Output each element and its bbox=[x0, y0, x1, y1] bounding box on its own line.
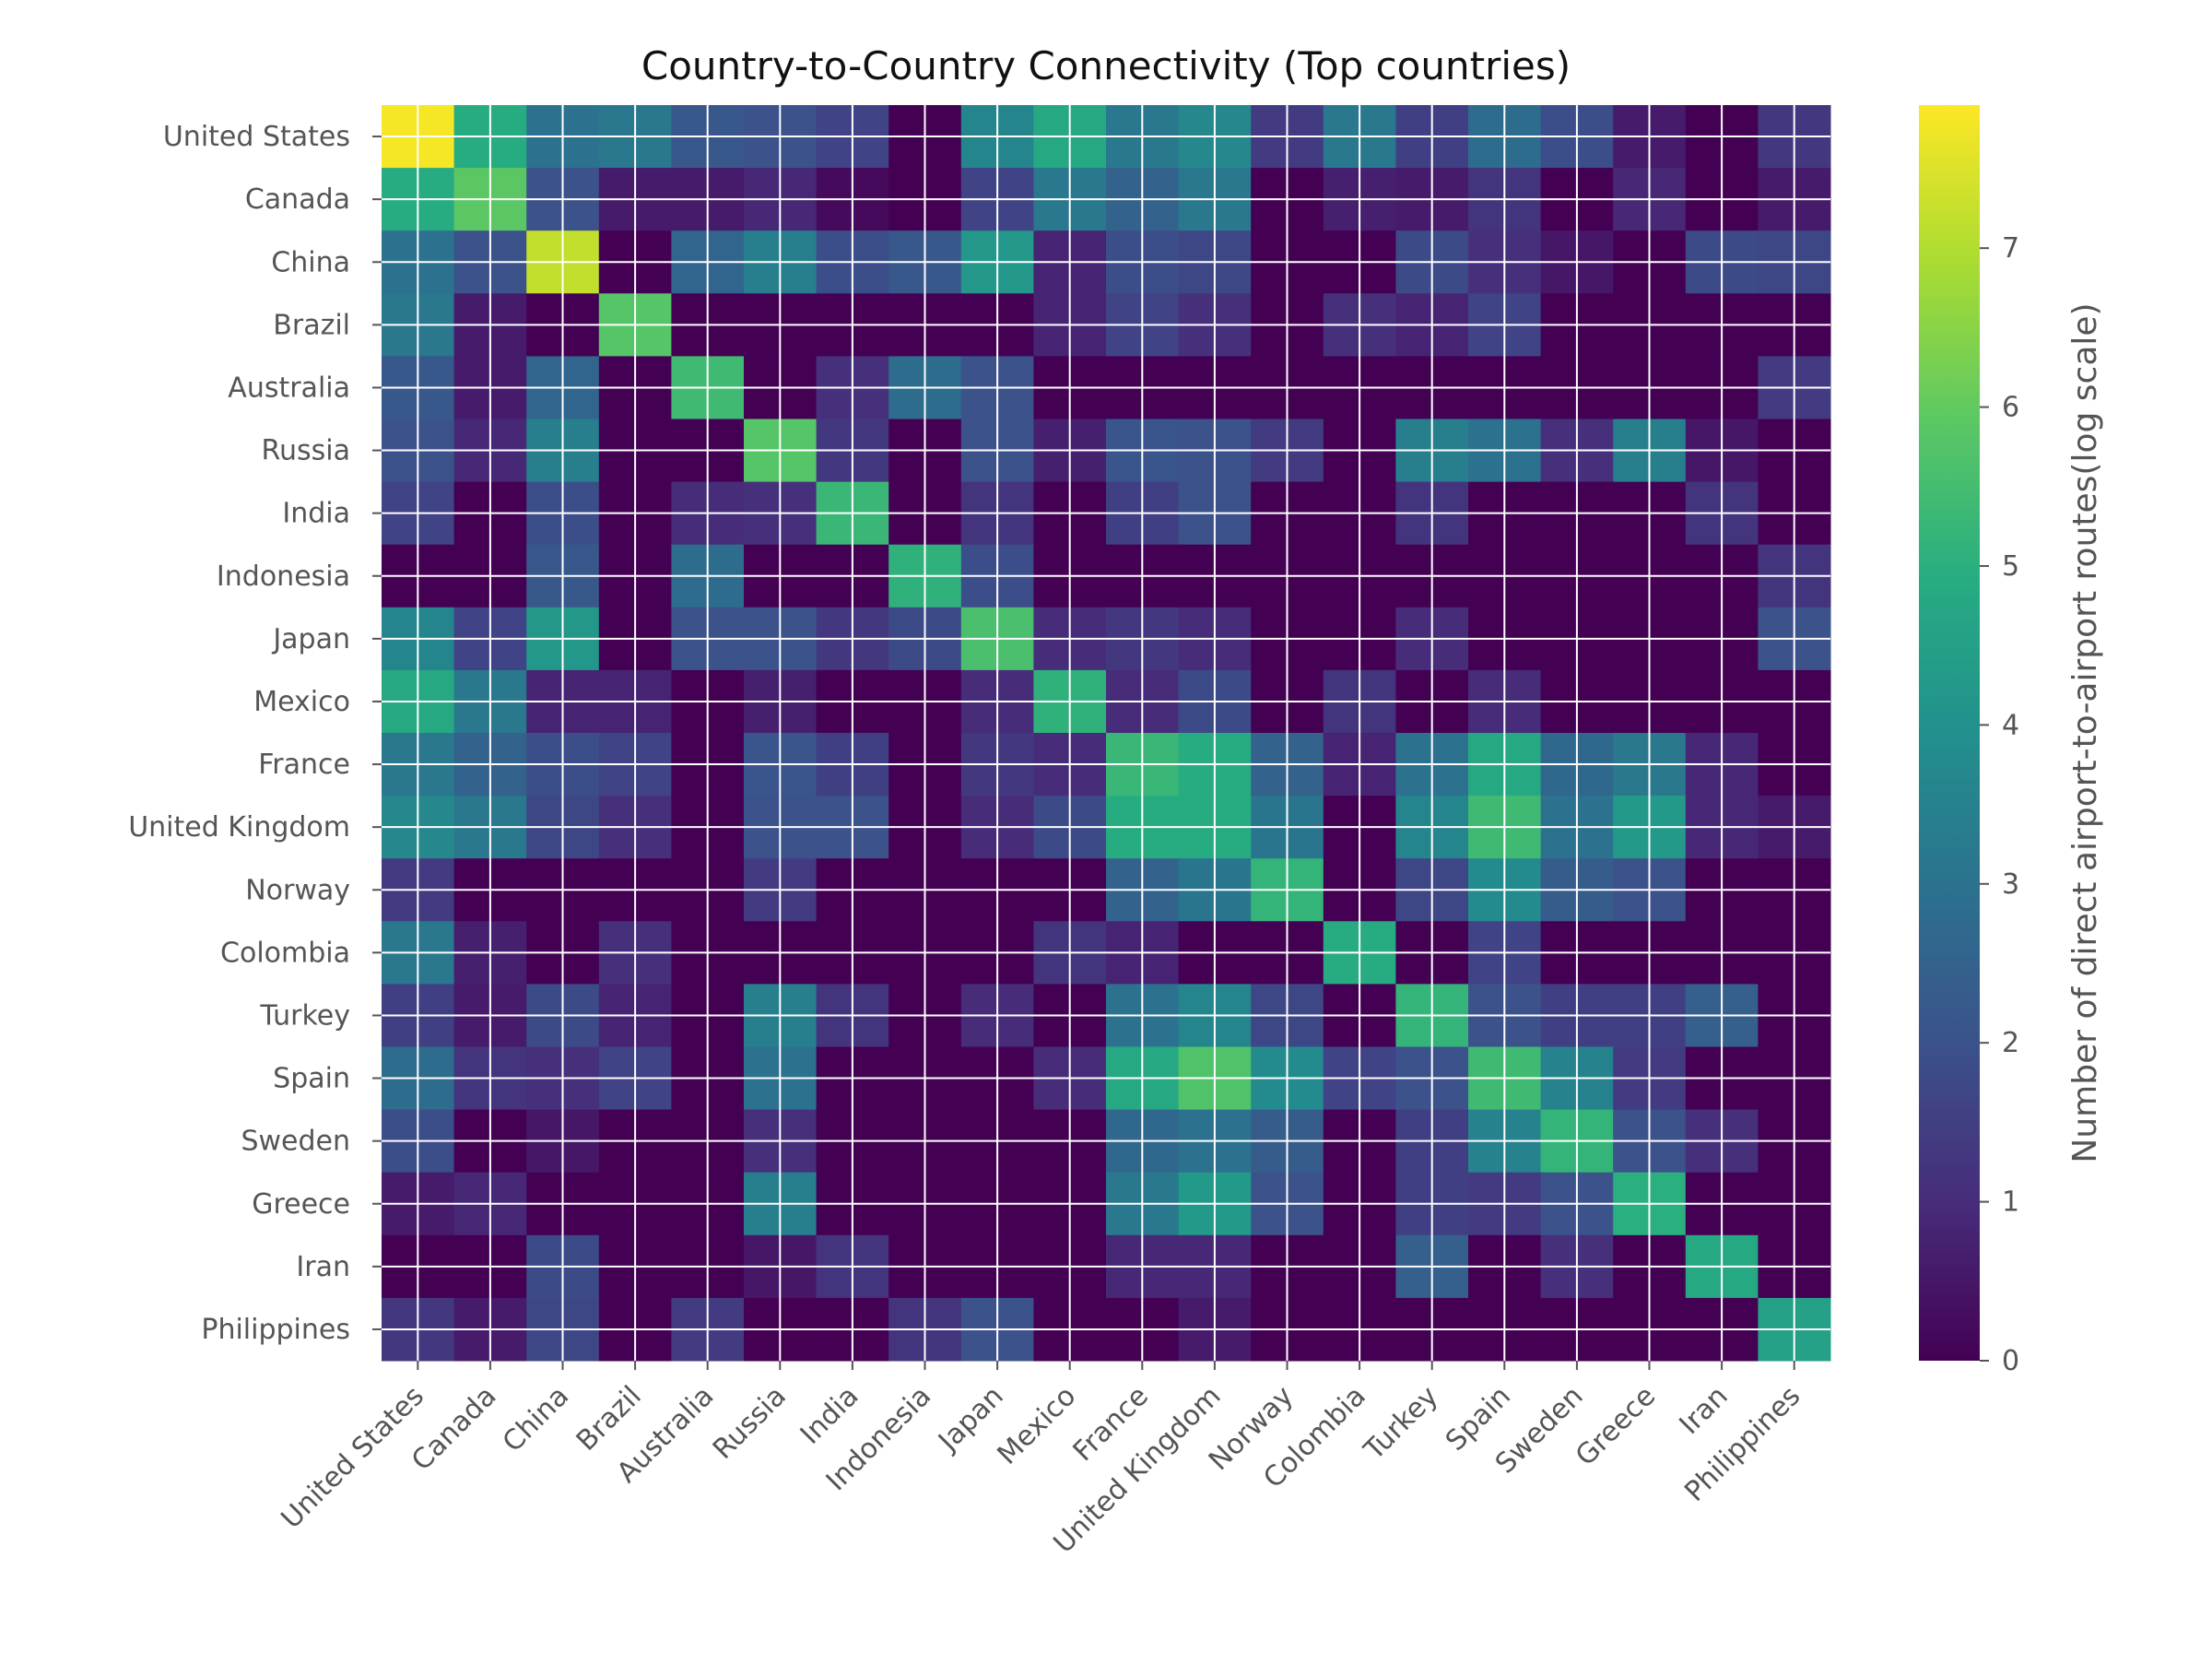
heatmap-grid bbox=[382, 105, 1830, 1361]
row-label: Russia bbox=[262, 435, 351, 467]
row-label: Australia bbox=[228, 372, 350, 404]
row-label: Spain bbox=[273, 1063, 350, 1095]
row-label: Brazil bbox=[273, 309, 350, 341]
heatmap-cells bbox=[382, 105, 1831, 1362]
row-label: United States bbox=[163, 121, 350, 153]
column-label: Russia bbox=[707, 1380, 793, 1466]
chart-title: Country-to-Country Connectivity (Top cou… bbox=[641, 43, 1571, 89]
row-tick-labels: United States Canada China Brazil Australia R… bbox=[128, 121, 382, 1346]
row-label: Sweden bbox=[241, 1126, 350, 1158]
colorbar-tick-label: 3 bbox=[2002, 868, 2019, 901]
colorbar-tick-label: 7 bbox=[2002, 232, 2019, 265]
colorbar-tick-label: 5 bbox=[2002, 550, 2019, 583]
colorbar-tick-label: 4 bbox=[2002, 709, 2019, 741]
row-label: Indonesia bbox=[217, 561, 350, 593]
column-tick-labels: United StatesCanadaChinaBrazilAustraliaR… bbox=[276, 1361, 1806, 1560]
row-label: United Kingdom bbox=[128, 811, 350, 844]
row-label: Mexico bbox=[253, 686, 350, 718]
colorbar-tick-label: 0 bbox=[2002, 1345, 2019, 1377]
colorbar-tick-label: 1 bbox=[2002, 1186, 2019, 1219]
row-label: Iran bbox=[296, 1251, 350, 1283]
column-label: United States bbox=[276, 1380, 430, 1535]
column-label: Mexico bbox=[992, 1380, 1083, 1471]
column-label: Greece bbox=[1570, 1380, 1662, 1472]
colorbar: 0 1 2 3 4 5 6 7 bbox=[1919, 105, 2019, 1377]
column-label: China bbox=[497, 1380, 575, 1458]
colorbar-gradient bbox=[1919, 105, 1980, 1361]
colorbar-tick-label: 6 bbox=[2002, 392, 2019, 424]
row-label: Greece bbox=[252, 1188, 350, 1221]
column-label: Iran bbox=[1674, 1380, 1735, 1441]
row-label: France bbox=[258, 749, 350, 781]
row-label: Philippines bbox=[201, 1314, 350, 1346]
row-label: China bbox=[271, 246, 350, 278]
row-label: Canada bbox=[245, 183, 350, 216]
column-label: Turkey bbox=[1358, 1380, 1444, 1467]
row-label: Japan bbox=[271, 623, 350, 655]
row-label: Norway bbox=[245, 874, 350, 906]
colorbar-tick-label: 2 bbox=[2002, 1027, 2019, 1059]
colorbar-label: Number of direct airport-to-airport rout… bbox=[2066, 302, 2104, 1162]
row-label: Turkey bbox=[259, 999, 350, 1032]
row-label: Colombia bbox=[220, 937, 350, 969]
row-label: India bbox=[282, 498, 350, 530]
